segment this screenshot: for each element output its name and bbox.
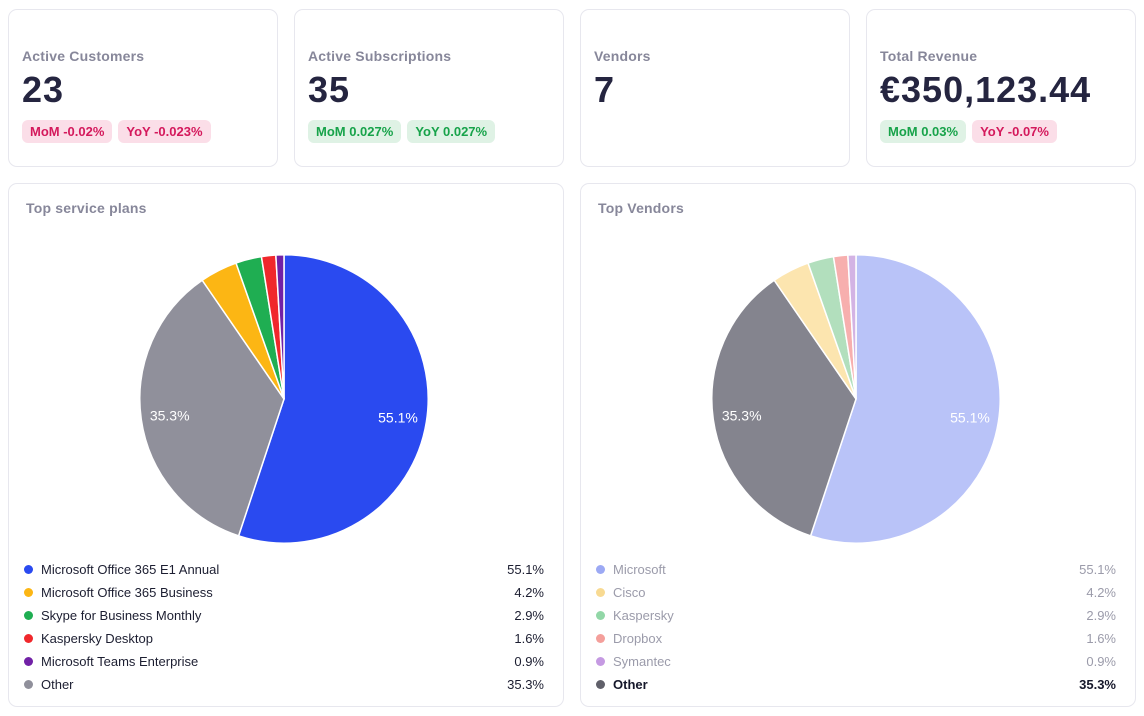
svg-text:55.1%: 55.1% <box>950 409 990 425</box>
svg-text:55.1%: 55.1% <box>378 409 418 425</box>
svg-text:35.3%: 35.3% <box>722 407 762 423</box>
svg-text:35.3%: 35.3% <box>150 407 190 423</box>
